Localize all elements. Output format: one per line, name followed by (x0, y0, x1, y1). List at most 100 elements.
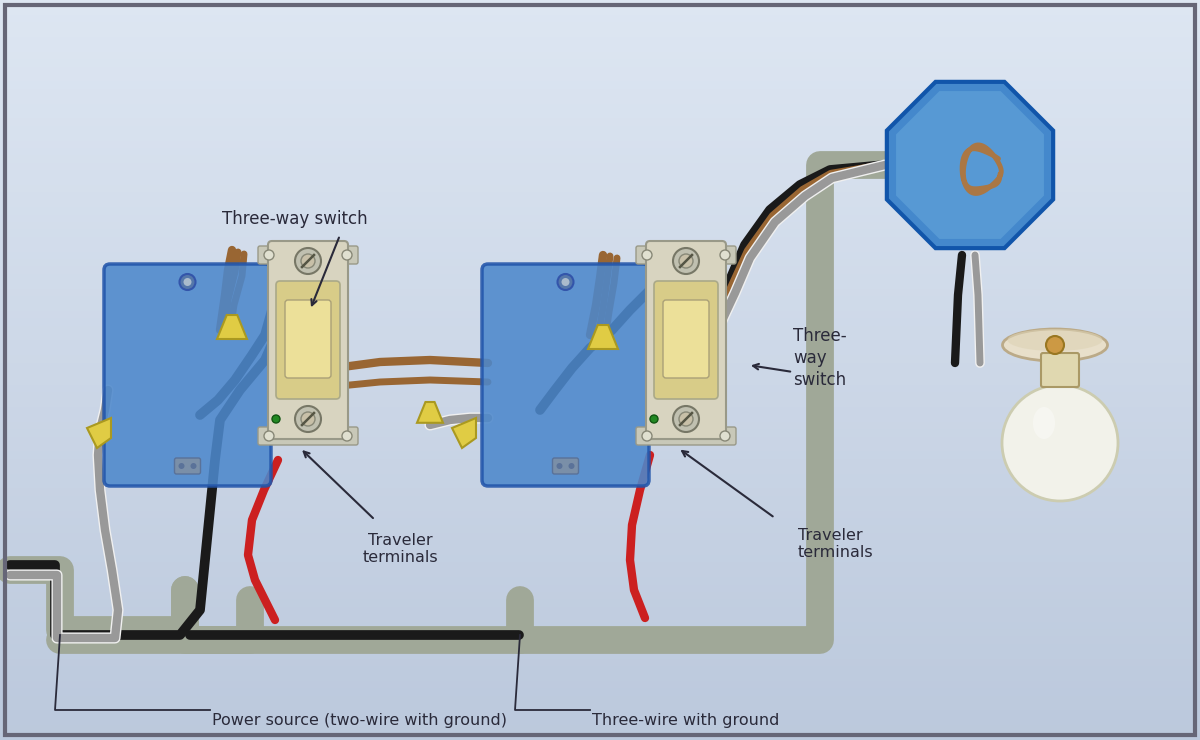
Bar (0, 607, 1200, 614)
Circle shape (650, 415, 658, 423)
Bar (0, 629, 1200, 636)
Bar (0, 244, 1200, 252)
Circle shape (642, 431, 652, 441)
Circle shape (682, 331, 690, 339)
Bar (0, 622, 1200, 629)
Polygon shape (418, 402, 443, 423)
Bar (0, 400, 1200, 407)
Bar (0, 496, 1200, 503)
Bar (0, 518, 1200, 525)
Bar (0, 266, 1200, 274)
Bar (0, 355, 1200, 363)
Polygon shape (588, 325, 618, 349)
Circle shape (642, 250, 652, 260)
Bar (0, 414, 1200, 422)
Bar (0, 644, 1200, 651)
Circle shape (557, 463, 563, 469)
Circle shape (179, 463, 185, 469)
Bar (0, 585, 1200, 592)
Bar (0, 252, 1200, 259)
Bar (0, 592, 1200, 599)
Bar (0, 710, 1200, 718)
Bar (0, 148, 1200, 155)
Circle shape (720, 431, 730, 441)
FancyBboxPatch shape (552, 458, 578, 474)
Bar (0, 7, 1200, 15)
Polygon shape (896, 91, 1044, 239)
FancyBboxPatch shape (646, 241, 726, 439)
Bar (0, 481, 1200, 488)
Text: Traveler
terminals: Traveler terminals (798, 528, 874, 560)
FancyBboxPatch shape (636, 246, 736, 264)
FancyBboxPatch shape (276, 281, 340, 399)
Circle shape (295, 406, 322, 432)
Circle shape (569, 463, 575, 469)
Circle shape (673, 406, 698, 432)
Bar (0, 614, 1200, 622)
Bar (0, 222, 1200, 229)
Bar (0, 126, 1200, 133)
Circle shape (673, 248, 698, 274)
Bar (0, 133, 1200, 141)
Bar (0, 289, 1200, 296)
Bar (0, 326, 1200, 333)
Bar (0, 141, 1200, 148)
Bar (0, 451, 1200, 459)
Bar (0, 0, 1200, 7)
Text: Three-wire with ground: Three-wire with ground (592, 713, 779, 728)
Bar (0, 96, 1200, 104)
Bar (0, 659, 1200, 666)
Circle shape (720, 250, 730, 260)
Circle shape (342, 431, 352, 441)
Bar (0, 229, 1200, 237)
Bar (0, 237, 1200, 244)
Bar (0, 163, 1200, 170)
Bar (0, 599, 1200, 607)
Bar (0, 81, 1200, 89)
Bar (0, 30, 1200, 37)
FancyBboxPatch shape (286, 300, 331, 378)
Bar (0, 651, 1200, 659)
Bar (0, 311, 1200, 318)
Bar (0, 533, 1200, 540)
Polygon shape (217, 315, 247, 339)
Text: Three-way switch: Three-way switch (222, 210, 368, 228)
Bar (0, 281, 1200, 289)
Circle shape (301, 412, 314, 426)
Circle shape (180, 274, 196, 290)
Bar (0, 155, 1200, 163)
FancyBboxPatch shape (104, 264, 271, 486)
Bar (0, 259, 1200, 266)
Bar (0, 89, 1200, 96)
Bar (0, 303, 1200, 311)
Text: Power source (two-wire with ground): Power source (two-wire with ground) (212, 713, 508, 728)
Circle shape (304, 331, 312, 339)
Bar (0, 385, 1200, 392)
Bar (0, 681, 1200, 688)
Bar (0, 548, 1200, 555)
Bar (0, 540, 1200, 548)
Ellipse shape (1008, 329, 1103, 351)
Bar (0, 444, 1200, 451)
Bar (0, 511, 1200, 518)
Circle shape (679, 412, 694, 426)
Circle shape (562, 278, 570, 286)
Text: Three-
way
switch: Three- way switch (793, 327, 847, 389)
Bar (0, 703, 1200, 710)
Bar (0, 207, 1200, 215)
Bar (0, 562, 1200, 570)
Bar (0, 718, 1200, 725)
Bar (0, 636, 1200, 644)
Bar (0, 296, 1200, 303)
Bar (0, 377, 1200, 385)
Bar (0, 577, 1200, 585)
Circle shape (558, 274, 574, 290)
Bar (0, 370, 1200, 377)
Bar (0, 733, 1200, 740)
FancyBboxPatch shape (654, 281, 718, 399)
Bar (0, 22, 1200, 30)
Bar (0, 37, 1200, 44)
Bar (0, 666, 1200, 673)
Bar (0, 274, 1200, 281)
Circle shape (272, 415, 280, 423)
